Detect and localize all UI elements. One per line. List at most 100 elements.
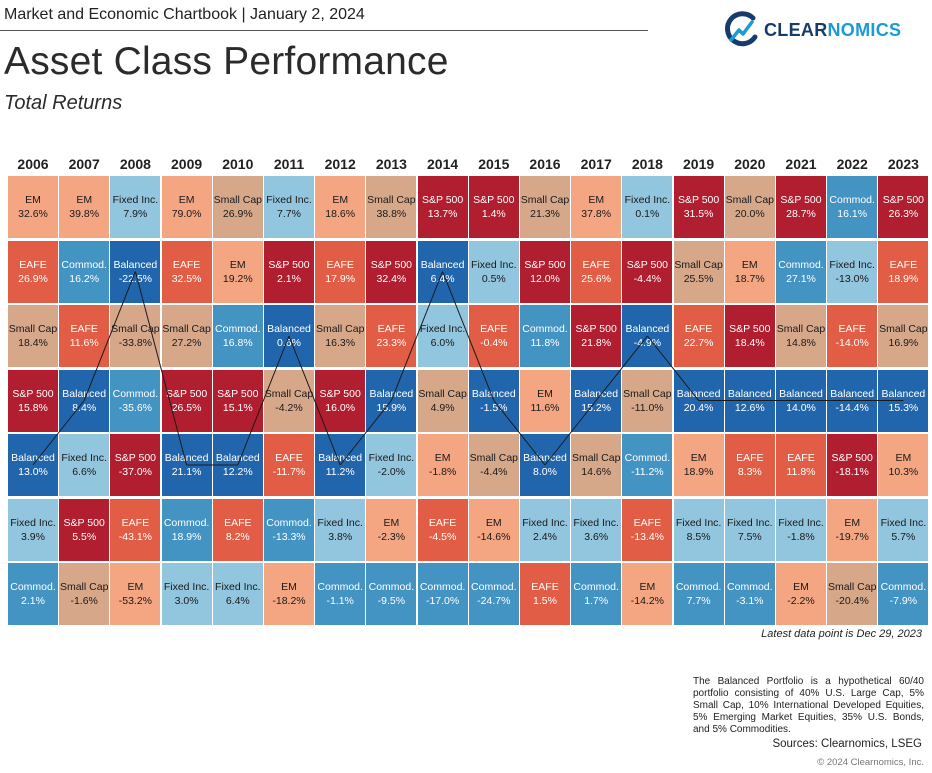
asset-class-name: Commod. (471, 581, 517, 593)
asset-class-return: 7.7% (277, 208, 301, 220)
cell-2013-eafe: EAFE 23.3% (366, 305, 417, 367)
cell-2018-fixed-inc: Fixed Inc. 0.1% (622, 176, 673, 238)
cell-2020-fixed-inc: Fixed Inc. 7.5% (724, 498, 775, 561)
year-label-2008: 2008 (119, 156, 151, 172)
asset-class-return: 26.5% (171, 401, 202, 414)
asset-class-name: Commod. (727, 581, 773, 593)
asset-class-name: S&P 500 (473, 194, 515, 206)
cell-2021-balanced: Balanced 14.0% (776, 369, 826, 432)
cell-2020-small-cap: Small Cap 20.0% (724, 176, 775, 238)
asset-class-return: 11.8% (530, 337, 560, 349)
asset-class-name: Balanced (881, 387, 926, 400)
asset-class-return: 1.4% (481, 208, 506, 220)
asset-class-name: Fixed Inc. (215, 581, 261, 593)
asset-class-return: 3.0% (174, 595, 199, 607)
year-label-2011: 2011 (273, 156, 305, 172)
cell-2006-commod: Commod. 2.1% (8, 563, 58, 625)
cell-2010-balanced: Balanced 12.2% (212, 434, 263, 496)
asset-class-return: 18.9% (171, 530, 202, 543)
cell-2022-eafe: EAFE -14.0% (827, 305, 878, 367)
cell-2021-em: EM -2.2% (776, 563, 826, 625)
clearnomics-logo-icon (725, 11, 758, 47)
asset-class-return: 6.4% (225, 595, 250, 607)
asset-class-name: EM (383, 516, 400, 529)
cell-2021-eafe: EAFE 11.8% (776, 434, 826, 496)
asset-class-name: Commod. (10, 581, 56, 593)
asset-class-name: EAFE (480, 323, 508, 335)
cell-2015-commod: Commod. -24.7% (468, 563, 519, 625)
cell-2008-commod: Commod. -35.6% (110, 369, 161, 432)
year-label-2013: 2013 (375, 156, 407, 172)
chartbook-header: Market and Economic Chartbook | January … (4, 6, 365, 23)
asset-class-name: Balanced (625, 323, 670, 335)
cell-2021-fixed-inc: Fixed Inc. -1.8% (776, 498, 826, 561)
asset-class-return: 0.1% (635, 208, 660, 220)
asset-class-name: Commod. (573, 581, 619, 593)
asset-class-return: 6.0% (430, 337, 455, 349)
asset-class-name: S&P 500 (268, 258, 310, 271)
asset-class-name: Fixed Inc. (368, 452, 415, 464)
cell-2015-fixed-inc: Fixed Inc. 0.5% (468, 240, 519, 303)
asset-class-return: 2.1% (277, 272, 301, 285)
asset-class-name: EM (281, 581, 297, 593)
asset-class-return: 6.6% (72, 466, 97, 478)
cell-2007-small-cap: Small Cap -1.6% (59, 563, 110, 625)
asset-class-return: 15.8% (18, 401, 48, 414)
asset-class-name: Fixed Inc. (10, 516, 56, 529)
asset-class-return: -17.0% (425, 595, 460, 607)
asset-class-return: 5.5% (72, 530, 97, 543)
asset-class-name: S&P 500 (575, 323, 617, 335)
cell-2010-eafe: EAFE 8.2% (212, 498, 263, 561)
cell-2022-commod: Commod. 16.1% (827, 176, 878, 238)
asset-class-name: EM (127, 581, 144, 593)
year-label-2015: 2015 (478, 156, 510, 172)
asset-class-return: 79.0% (171, 208, 202, 220)
cell-2020-eafe: EAFE 8.3% (724, 434, 775, 496)
asset-class-name: Balanced (676, 387, 721, 400)
asset-class-return: 1.7% (584, 595, 609, 607)
asset-class-name: Fixed Inc. (880, 516, 927, 529)
cell-2007-commod: Commod. 16.2% (59, 240, 110, 303)
asset-class-return: 27.2% (171, 337, 202, 349)
balanced-portfolio-footnote: The Balanced Portfolio is a hypothetical… (693, 676, 924, 735)
asset-class-return: 18.9% (888, 272, 919, 285)
asset-class-return: 0.5% (481, 272, 506, 285)
asset-class-return: 7.5% (737, 530, 762, 543)
cell-2008-em: EM -53.2% (110, 563, 161, 625)
cell-2010-fixed-inc: Fixed Inc. 6.4% (212, 563, 263, 625)
asset-class-name: EAFE (582, 258, 610, 271)
asset-class-return: 28.7% (786, 208, 816, 220)
asset-class-name: Balanced (574, 387, 619, 400)
cell-2015-eafe: EAFE -0.4% (468, 305, 519, 367)
year-label-2021: 2021 (785, 156, 817, 172)
cell-2020-commod: Commod. -3.1% (724, 563, 775, 625)
asset-class-return: -4.4% (480, 466, 508, 478)
year-label-2012: 2012 (324, 156, 356, 172)
asset-class-return: -53.2% (118, 595, 153, 607)
asset-class-name: EAFE (428, 516, 457, 529)
asset-class-name: Fixed Inc. (675, 516, 722, 529)
latest-data-note: Latest data point is Dec 29, 2023 (761, 628, 922, 640)
asset-class-name: EM (639, 581, 656, 593)
asset-class-name: Small Cap (725, 194, 775, 206)
cell-2008-s-p-500: S&P 500 -37.0% (110, 434, 161, 496)
cell-2016-balanced: Balanced 8.0% (520, 434, 570, 496)
cell-2008-eafe: EAFE -43.1% (110, 498, 161, 561)
cell-2022-em: EM -19.7% (827, 498, 878, 561)
asset-class-return: -22.5% (118, 272, 153, 285)
cell-2015-small-cap: Small Cap -4.4% (468, 434, 519, 496)
asset-class-name: Commod. (317, 581, 363, 593)
cell-2008-small-cap: Small Cap -33.8% (110, 305, 161, 367)
asset-class-return: 27.1% (786, 272, 816, 285)
asset-class-return: 7.9% (123, 208, 148, 220)
asset-class-name: EM (76, 194, 93, 206)
asset-class-name: EM (844, 516, 861, 529)
year-label-2014: 2014 (427, 156, 459, 172)
asset-class-name: S&P 500 (319, 387, 361, 400)
cell-2011-small-cap: Small Cap -4.2% (264, 369, 314, 432)
asset-class-return: 17.9% (325, 272, 356, 285)
cell-2009-eafe: EAFE 32.5% (161, 240, 212, 303)
asset-class-name: EM (178, 194, 195, 206)
asset-class-return: 26.9% (18, 272, 48, 285)
cell-2023-eafe: EAFE 18.9% (878, 240, 929, 303)
